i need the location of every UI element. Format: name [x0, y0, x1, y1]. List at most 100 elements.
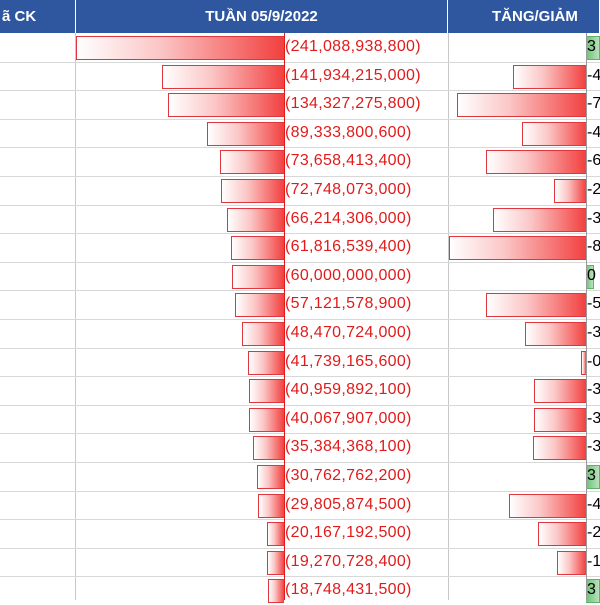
- change-bar: [581, 350, 586, 375]
- change-bar: [513, 64, 586, 89]
- table-row: (35,384,368,100) -3: [0, 434, 600, 462]
- change-label: 0: [587, 266, 596, 284]
- change-label: -4: [587, 66, 600, 84]
- value-label: (48,470,724,000): [285, 324, 412, 341]
- column-header-change: TĂNG/GIẢM: [448, 0, 600, 33]
- change-bar: [521, 121, 586, 146]
- table-row: (40,959,892,100) -3: [0, 377, 600, 405]
- value-bar: [248, 379, 284, 404]
- change-label: -1: [587, 552, 600, 570]
- value-label: (35,384,368,100): [285, 438, 412, 456]
- value-label: (19,270,728,400): [285, 552, 412, 570]
- value-label: (20,167,192,500): [285, 524, 412, 542]
- value-axis-line: [284, 33, 285, 600]
- change-label: -6: [587, 152, 600, 170]
- value-bar: [161, 64, 284, 89]
- change-label: -4: [587, 495, 600, 513]
- value-bar: [234, 293, 284, 318]
- change-bar: [553, 179, 586, 203]
- change-bar: [486, 150, 586, 175]
- value-bar: [249, 407, 284, 432]
- table-row: (48,470,724,000) -3: [0, 320, 600, 348]
- value-bar: [242, 322, 284, 346]
- value-bar: [253, 436, 284, 461]
- change-label: -3: [587, 438, 600, 456]
- row-divider: [0, 433, 600, 435]
- value-label: (18,748,431,500): [285, 581, 412, 599]
- value-label: (40,959,892,100): [285, 381, 412, 399]
- column-divider: [448, 33, 449, 600]
- row-divider: [0, 519, 600, 521]
- row-divider: [0, 319, 600, 320]
- value-label: (57,121,578,900): [285, 295, 412, 313]
- row-divider: [0, 204, 600, 206]
- value-bar: [168, 93, 284, 118]
- change-label: -2: [587, 181, 600, 198]
- value-bar: [247, 350, 284, 375]
- value-bar: [266, 522, 284, 547]
- row-divider: [0, 261, 600, 263]
- row-divider: [0, 290, 600, 292]
- change-label: -3: [587, 209, 600, 227]
- table-row: (18,748,431,500) 3: [0, 577, 600, 605]
- row-divider: [0, 233, 600, 235]
- row-divider: [0, 490, 600, 492]
- change-bar: [457, 93, 586, 118]
- change-bar: [508, 493, 586, 518]
- value-bar: [76, 36, 284, 60]
- change-label: -4: [587, 123, 600, 141]
- value-label: (30,762,762,200): [285, 467, 412, 484]
- table-row: (40,067,907,000) -3: [0, 406, 600, 434]
- change-bar: [534, 379, 586, 404]
- change-bar: [534, 407, 586, 432]
- table-row: (41,739,165,600) -0: [0, 349, 600, 377]
- table-row: (57,121,578,900) -5: [0, 291, 600, 319]
- change-label: -8: [587, 238, 600, 256]
- row-divider: [0, 376, 600, 378]
- table-row: (61,816,539,400) -8: [0, 234, 600, 262]
- change-bar: [537, 522, 586, 547]
- row-divider: [0, 462, 600, 463]
- change-label: 3: [587, 38, 596, 55]
- table-row: (73,658,413,400) -6: [0, 148, 600, 176]
- change-label: -2: [587, 524, 600, 542]
- row-divider: [0, 147, 600, 149]
- table-row: (60,000,000,000) 0: [0, 263, 600, 291]
- table-row: (29,805,874,500) -4: [0, 492, 600, 520]
- value-label: (134,327,275,800): [285, 95, 421, 113]
- table-row: (89,333,800,600) -4: [0, 120, 600, 148]
- change-bar: [449, 236, 586, 261]
- table-row: (30,762,762,200) 3: [0, 463, 600, 491]
- row-divider: [0, 576, 600, 578]
- change-label: -3: [587, 324, 600, 341]
- value-bar: [257, 465, 284, 489]
- value-label: (29,805,874,500): [285, 495, 412, 513]
- change-axis-line: [586, 33, 587, 600]
- value-bar: [221, 179, 284, 203]
- change-label: -7: [587, 95, 600, 113]
- change-label: 3: [587, 581, 596, 599]
- value-bar: [258, 493, 284, 518]
- row-divider: [0, 61, 600, 63]
- value-label: (72,748,073,000): [285, 181, 412, 198]
- row-divider: [0, 176, 600, 177]
- row-divider: [0, 118, 600, 120]
- row-divider: [0, 347, 600, 349]
- change-label: 3: [587, 467, 596, 484]
- value-label: (61,816,539,400): [285, 238, 412, 256]
- value-label: (141,934,215,000): [285, 66, 421, 84]
- change-bar: [524, 322, 586, 346]
- table-row: (19,270,728,400) -1: [0, 549, 600, 577]
- value-label: (241,088,938,800): [285, 38, 421, 55]
- column-header-ma-ck: ã CK: [0, 0, 76, 33]
- value-label: (89,333,800,600): [285, 123, 412, 141]
- value-bar: [226, 207, 284, 232]
- column-header-week: TUẦN 05/9/2022: [76, 0, 448, 33]
- row-divider: [0, 404, 600, 406]
- value-bar: [232, 264, 284, 289]
- change-bar: [492, 207, 586, 232]
- row-divider: [0, 90, 600, 92]
- change-bar: [486, 293, 586, 318]
- change-label: -5: [587, 295, 600, 313]
- value-bar: [220, 150, 284, 175]
